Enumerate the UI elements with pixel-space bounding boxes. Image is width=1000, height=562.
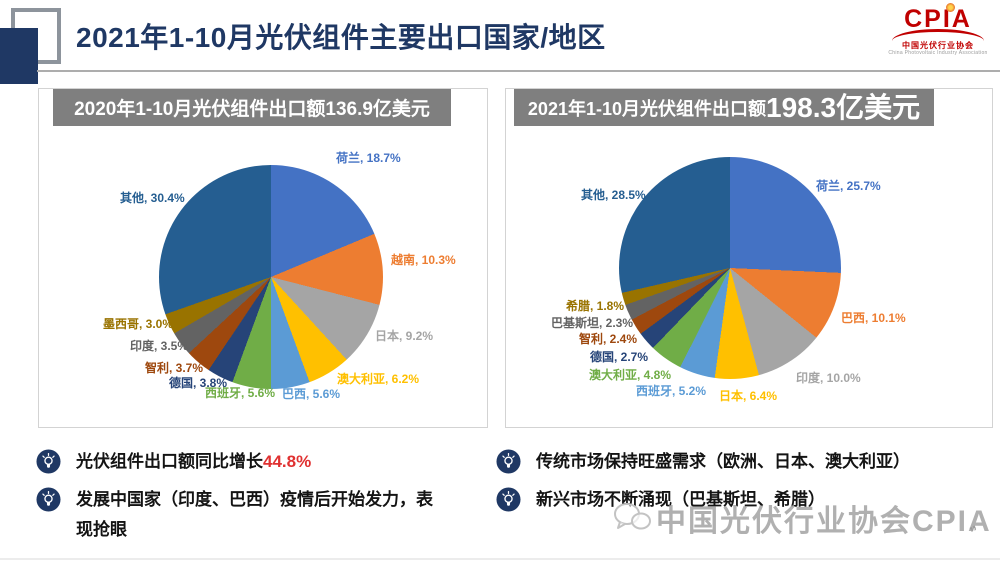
pie-label: 其他, 28.5% [581,188,646,202]
pie-label: 智利, 2.4% [579,332,638,346]
logo-arc [892,29,984,41]
pie-chart-2020 [159,165,383,389]
bullet-text-main: 传统市场保持旺盛需求（欧洲、日本、澳大利亚） [536,452,910,471]
chart-header-2020: 2020年1-10月光伏组件出口额 136.9亿美元 [53,89,451,126]
lightbulb-icon [496,487,521,512]
pie-label: 印度, 3.5% [130,339,189,353]
bullet-item: 光伏组件出口额同比增长44.8% [36,447,456,478]
bullet-text-main: 发展中国家（印度、巴西）疫情后开始发力，表现抢眼 [76,489,433,540]
slide-bottom-edge [0,558,1000,560]
bullet-text: 光伏组件出口额同比增长44.8% [76,447,311,478]
pie-label: 荷兰, 25.7% [816,179,881,193]
pie-label: 澳大利亚, 6.2% [337,372,420,386]
title-divider [37,70,1000,72]
pie-label: 德国, 3.8% [169,376,228,390]
pie-chart-2021 [619,157,841,379]
pie-label: 西班牙, 5.6% [205,386,276,400]
chart-panel-2020: 2020年1-10月光伏组件出口额 136.9亿美元 荷兰, 18.7% 越南, … [38,88,488,428]
logo-org-name-en: China Photovoltaic Industry Association [888,49,988,56]
bullet-text: 新兴市场不断涌现（巴基斯坦、希腊） [536,485,825,516]
chart-header-2021: 2021年1-10月光伏组件出口额 198.3亿美元 [514,89,934,126]
pie-label: 智利, 3.7% [145,361,204,375]
lightbulb-icon [496,449,521,474]
pie-label: 越南, 10.3% [391,253,456,267]
bullet-text-main: 新兴市场不断涌现（巴基斯坦、希腊） [536,489,825,509]
bullet-list-right: 传统市场保持旺盛需求（欧洲、日本、澳大利亚） 新兴市场不断涌现（巴基斯坦、希腊） [496,447,996,522]
chart-panel-2021: 2021年1-10月光伏组件出口额 198.3亿美元 荷兰, 25.7% 巴西, … [505,88,993,428]
pie-label: 希腊, 1.8% [566,299,625,313]
pie-label: 巴西, 10.1% [841,311,906,325]
bullet-list-left: 光伏组件出口额同比增长44.8% 发展中国家（印度、巴西）疫情后开始发力，表现抢… [36,447,456,553]
chart-header-value: 136.9亿美元 [325,99,430,120]
pie-label: 巴西, 5.6% [282,387,341,401]
bullet-text-main: 光伏组件出口额同比增长 [76,452,263,471]
pie-label: 西班牙, 5.2% [636,384,707,398]
chart-header-text: 2020年1-10月光伏组件出口额 [74,99,326,120]
bullet-text: 传统市场保持旺盛需求（欧洲、日本、澳大利亚） [536,447,910,478]
sun-icon [946,3,955,12]
pie-label: 日本, 9.2% [375,329,434,343]
corner-mark: ” [967,523,983,542]
bullet-text-highlight: 44.8% [263,452,312,471]
pie-label: 印度, 10.0% [796,371,861,385]
pie-label: 澳大利亚, 4.8% [589,368,672,382]
pie-label: 其他, 30.4% [120,191,185,205]
bullet-item: 发展中国家（印度、巴西）疫情后开始发力，表现抢眼 [36,485,456,546]
pie-label: 巴基斯坦, 2.3% [551,316,634,330]
bullet-text: 发展中国家（印度、巴西）疫情后开始发力，表现抢眼 [76,485,448,546]
pie-label: 德国, 2.7% [590,350,649,364]
bullet-item: 新兴市场不断涌现（巴基斯坦、希腊） [496,485,996,516]
lightbulb-icon [36,487,61,512]
chart-header-text: 2021年1-10月光伏组件出口额 [527,98,766,119]
pie-label: 墨西哥, 3.0% [103,317,174,331]
lightbulb-icon [36,449,61,474]
pie-label: 日本, 6.4% [719,389,778,403]
cpia-logo: CPIA 中国光伏行业协会 China Photovoltaic Industr… [886,3,990,56]
pie-label: 荷兰, 18.7% [336,151,401,165]
logo-acronym: CPIA [904,5,972,33]
page-title: 2021年1-10月光伏组件主要出口国家/地区 [76,22,606,53]
chart-header-value: 198.3亿美元 [766,91,921,123]
logo-org-name: 中国光伏行业协会 [902,41,974,51]
bullet-item: 传统市场保持旺盛需求（欧洲、日本、澳大利亚） [496,447,996,478]
decor-square-solid [0,28,38,84]
